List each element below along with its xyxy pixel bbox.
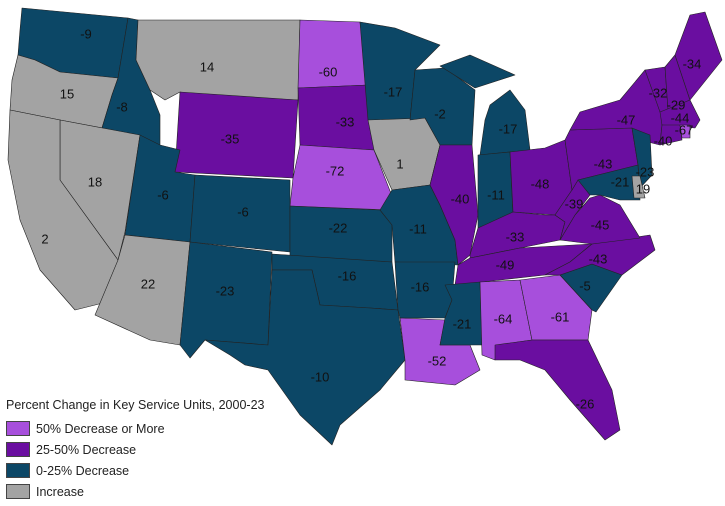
state-value-label-oh: -48 [531,176,550,191]
state-value-label-nv: 18 [88,174,102,189]
state-value-label-wv: -39 [565,196,584,211]
state-value-label-mn: -17 [384,84,403,99]
legend-item-0-25: 0-25% Decrease [6,460,264,481]
state-value-label-ri: -67 [675,122,694,137]
state-value-label-wi: -2 [434,106,446,121]
state-value-label-nh: -29 [667,97,686,112]
state-value-label-co: -6 [237,204,249,219]
legend-label: 25-50% Decrease [36,442,137,457]
state-value-label-mt: 14 [200,59,214,74]
legend-item-50-plus: 50% Decrease or More [6,418,264,439]
state-value-label-il: -40 [451,191,470,206]
state-value-label-me: -34 [683,56,702,71]
state-value-label-in: -11 [487,187,505,202]
state-ga [519,274,593,341]
state-value-label-mo: -11 [409,221,427,236]
state-value-label-ma: -44 [671,110,690,125]
state-ks [289,205,393,263]
state-value-label-sd: -33 [336,114,355,129]
state-value-label-wa: -9 [80,26,92,41]
state-value-label-va: -45 [591,217,610,232]
state-ma [659,99,701,129]
state-de [631,175,646,199]
state-mt [135,19,301,101]
state-value-label-ky: -33 [506,229,525,244]
state-value-label-ms: -21 [453,316,472,331]
state-md [577,164,641,201]
state-ca [7,109,119,311]
state-va [559,194,641,245]
state-nm [179,241,273,359]
legend-label: 50% Decrease or More [36,421,165,436]
legend-swatch [6,484,30,499]
state-nj [631,127,653,189]
legend-label: 0-25% Decrease [36,463,130,478]
state-value-label-ia: 1 [396,156,403,171]
state-value-label-vt: -32 [649,85,668,100]
state-value-label-ok: -16 [338,268,357,283]
state-value-label-la: -52 [428,353,447,368]
state-value-label-pa: -43 [594,156,613,171]
state-value-label-ar: -16 [411,279,430,294]
legend-label: Increase [36,484,84,499]
legend-title: Percent Change in Key Service Units, 200… [6,398,265,412]
state-value-label-ut: -6 [157,187,169,202]
legend: Percent Change in Key Service Units, 200… [6,398,264,502]
state-tx [204,269,406,446]
legend-swatch [6,463,30,478]
state-value-label-nd: -60 [319,64,338,79]
legend-swatch [6,421,30,436]
state-value-label-ne: -72 [326,163,345,178]
state-value-label-mi: -17 [499,121,518,136]
state-value-label-nc: -43 [589,251,608,266]
state-fl [494,339,621,441]
state-value-label-md: -21 [611,174,630,189]
state-value-label-or: 15 [60,86,74,101]
state-value-label-fl: -26 [576,396,595,411]
state-value-label-nm: -23 [216,283,235,298]
legend-item-25-50: 25-50% Decrease [6,439,264,460]
state-value-label-al: -64 [494,311,513,326]
state-ct [659,124,683,146]
state-mi [439,54,516,89]
state-value-label-ks: -22 [329,220,348,235]
state-value-label-tn: -49 [496,257,515,272]
state-ri [679,124,691,139]
state-value-label-tx: -10 [311,369,330,384]
state-value-label-nj: -23 [636,164,655,179]
state-me [674,11,723,101]
state-value-label-de: 19 [636,181,650,196]
legend-item-increase: Increase [6,481,264,502]
state-value-label-wy: -35 [221,131,240,146]
state-value-label-ga: -61 [551,309,570,324]
state-value-label-ny: -47 [617,112,636,127]
state-nc [544,234,656,276]
state-value-label-ca: 2 [41,231,48,246]
state-value-label-ct: -40 [654,133,673,148]
state-value-label-az: 22 [141,276,155,291]
state-value-label-sc: -5 [579,278,591,293]
legend-swatch [6,442,30,457]
state-value-label-id: -8 [116,99,128,114]
